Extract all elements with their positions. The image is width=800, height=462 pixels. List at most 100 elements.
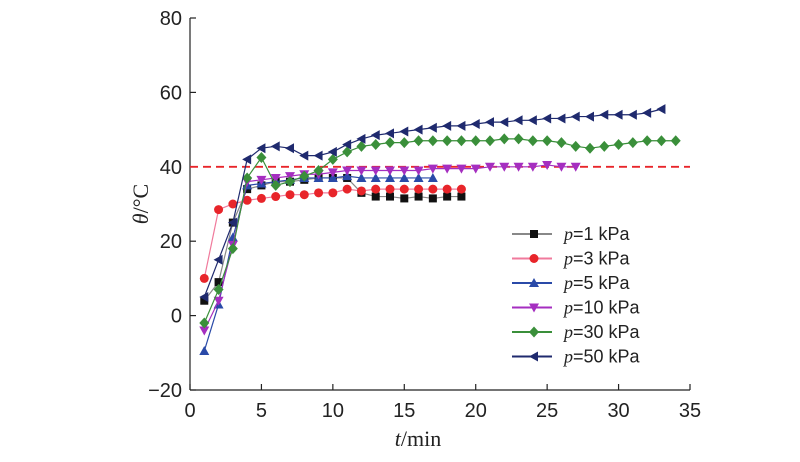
data-point [385, 184, 395, 194]
data-point [413, 124, 423, 135]
legend-swatch-marker [529, 278, 539, 287]
data-point [299, 150, 309, 161]
data-point [227, 217, 237, 228]
data-point [199, 292, 209, 302]
data-point [199, 273, 209, 283]
data-point [342, 146, 353, 158]
data-point [242, 154, 252, 165]
x-axis-label-var: t [395, 426, 402, 451]
data-point [585, 142, 595, 154]
data-point [470, 119, 480, 130]
data-point [313, 165, 324, 177]
data-point [513, 115, 523, 126]
data-point [327, 168, 338, 178]
data-point [342, 139, 352, 150]
data-point [413, 172, 424, 182]
data-point [271, 192, 281, 202]
data-point [270, 173, 281, 183]
data-point [413, 135, 424, 147]
data-point [570, 111, 580, 122]
data-point [456, 135, 467, 147]
data-point [228, 199, 238, 209]
data-point [327, 153, 338, 165]
data-point [213, 284, 224, 296]
data-point [213, 296, 224, 306]
data-point [242, 195, 252, 205]
data-point [670, 135, 681, 147]
data-point [199, 345, 210, 355]
data-point [256, 193, 266, 203]
legend-swatch-marker [529, 303, 539, 313]
data-point [542, 135, 553, 147]
y-tick-label: 40 [160, 157, 182, 179]
y-axis-label-var: θ [128, 213, 153, 224]
legend-label: p=30 kPa [562, 322, 641, 342]
data-point [399, 172, 410, 182]
data-point [199, 326, 210, 336]
data-point [585, 111, 594, 122]
y-tick-label: −20 [148, 380, 182, 402]
legend-label: p=10 kPa [562, 298, 641, 318]
data-point [570, 140, 581, 152]
legend-label-var: p [562, 273, 573, 293]
x-tick-label: 20 [465, 400, 487, 422]
data-point [642, 135, 653, 147]
x-tick-label: 10 [322, 400, 344, 422]
data-point [342, 166, 353, 176]
data-point [400, 194, 409, 203]
data-point [270, 141, 280, 152]
data-point [613, 138, 624, 150]
data-point [613, 109, 623, 120]
data-point [285, 190, 295, 200]
data-point [399, 137, 410, 149]
data-point [342, 184, 352, 194]
data-point [427, 164, 438, 174]
data-point [256, 152, 267, 163]
data-point [570, 162, 581, 172]
data-point [399, 166, 410, 176]
legend-label-rest: =30 kPa [573, 322, 641, 342]
y-tick-label: 60 [160, 82, 182, 104]
data-point [485, 135, 495, 147]
data-point [370, 130, 380, 141]
data-point [314, 188, 324, 198]
legend-swatch-marker [529, 351, 538, 362]
data-point [527, 115, 537, 126]
data-point [356, 140, 367, 152]
legend-label-rest: =1 kPa [573, 224, 631, 244]
legend-label-var: p [562, 298, 573, 318]
data-point [227, 243, 238, 255]
data-point [456, 120, 466, 131]
x-tick-label: 30 [607, 400, 629, 422]
data-point [642, 107, 652, 118]
data-point [399, 126, 409, 137]
data-point [513, 133, 524, 145]
data-point [656, 104, 666, 115]
legend-label-rest: =3 kPa [573, 249, 631, 269]
legend-label: p=5 kPa [562, 273, 631, 293]
data-point [513, 162, 524, 172]
data-point [556, 137, 567, 149]
data-point [285, 176, 295, 188]
legend-label-var: p [562, 224, 573, 244]
data-point [499, 133, 510, 145]
series-6 [199, 104, 666, 302]
data-point [413, 166, 424, 176]
x-tick-label: 0 [184, 400, 195, 422]
legend-label-var: p [562, 322, 573, 342]
data-point [371, 192, 380, 201]
data-point [414, 192, 423, 201]
data-point [556, 113, 566, 124]
data-point [470, 164, 481, 174]
data-point [356, 133, 366, 144]
legend-label: p=3 kPa [562, 249, 631, 269]
data-point [627, 137, 638, 149]
data-point [427, 135, 438, 147]
data-point [443, 192, 452, 201]
legend-item-3: p=5 kPa [512, 273, 631, 293]
data-point [327, 172, 338, 182]
data-point [485, 162, 495, 172]
